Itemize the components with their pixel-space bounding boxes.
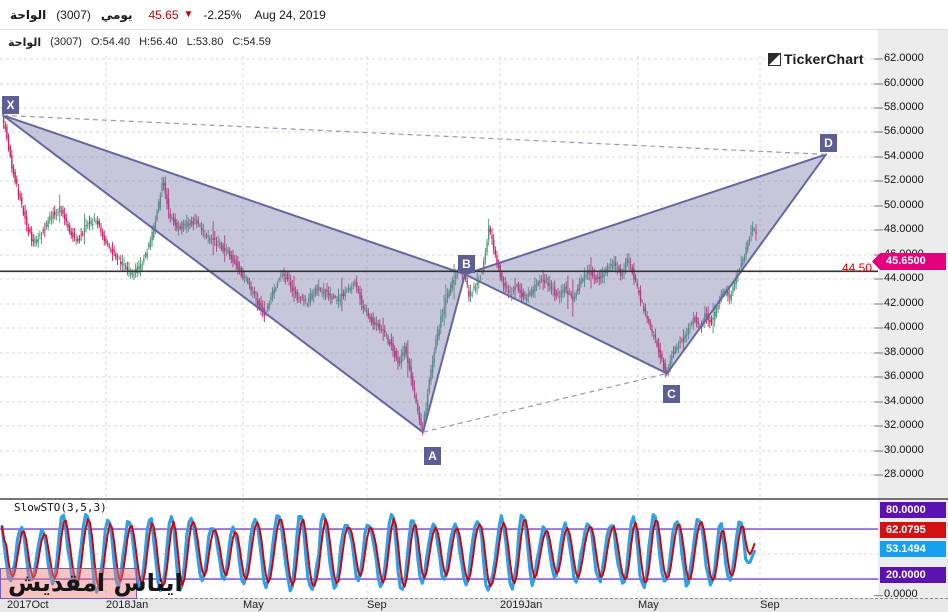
price-axis-label: 32.0000: [884, 419, 924, 431]
price-axis-label: 56.0000: [884, 125, 924, 137]
price-axis-label: 52.0000: [884, 174, 924, 186]
price-axis-label: 38.0000: [884, 346, 924, 358]
logo-text: TickerChart: [784, 51, 864, 67]
pattern-point-X[interactable]: X: [2, 96, 19, 114]
price-axis-label: 36.0000: [884, 370, 924, 382]
pattern-point-A[interactable]: A: [424, 447, 441, 465]
time-axis-label: May: [243, 599, 264, 611]
pattern-point-D[interactable]: D: [820, 134, 837, 152]
ohlc-high: H:56.40: [139, 36, 178, 48]
last-price: 45.65: [148, 7, 179, 22]
price-axis-label: 58.0000: [884, 101, 924, 113]
price-axis-label: 54.0000: [884, 150, 924, 162]
pattern-point-C[interactable]: C: [663, 385, 680, 403]
candlesticks: [2, 108, 757, 436]
harmonic-pattern-drawing[interactable]: [2, 114, 827, 434]
time-axis-label: 2019Jan: [500, 599, 543, 611]
ohlc-close: C:54.59: [232, 36, 271, 48]
stoch-value-box: 62.0795: [880, 522, 946, 538]
price-axis-label: 30.0000: [884, 444, 924, 456]
hline-price-label: 44.50: [842, 261, 873, 275]
price-axis-label: 62.0000: [884, 52, 924, 64]
price-axis-label: 44.0000: [884, 272, 924, 284]
time-axis-label: Sep: [367, 599, 387, 611]
stoch-value-box: 53.1494: [880, 541, 946, 557]
price-axis-label: 42.0000: [884, 297, 924, 309]
stoch-value-box: 20.0000: [880, 567, 946, 583]
stoch-value-box: 80.0000: [880, 502, 946, 518]
time-axis-label: May: [638, 599, 659, 611]
time-axis-label: Sep: [760, 599, 780, 611]
time-axis[interactable]: [0, 598, 948, 612]
down-arrow-icon: ▼: [183, 9, 194, 20]
symbol-name: الواحة: [10, 7, 47, 22]
price-axis-label: 40.0000: [884, 321, 924, 333]
stochastic-indicator-label: SlowSTO(3,5,3): [14, 501, 107, 514]
price-axis-label: 34.0000: [884, 395, 924, 407]
chart-logo-icon: [768, 52, 781, 66]
ohlc-low: L:53.80: [186, 36, 224, 48]
watermark-text: ايناس امقديش: [8, 569, 183, 597]
timeframe-label: يومي: [100, 7, 133, 22]
current-price-tag: 45.6500: [872, 253, 946, 270]
pattern-point-B[interactable]: B: [458, 255, 475, 273]
price-axis-label: 28.0000: [884, 468, 924, 480]
price-axis-label: 48.0000: [884, 223, 924, 235]
change-percent: -2.25%: [203, 7, 242, 22]
ohlc-symbol-name: الواحة: [8, 36, 42, 49]
ohlc-info: الواحة (3007) O:54.40 H:56.40 L:53.80 C:…: [8, 36, 271, 49]
tickerchart-logo: TickerChart: [768, 51, 864, 67]
header-bar: الواحة (3007) يومي 45.65 ▼ -2.25% Aug 24…: [0, 0, 948, 30]
stoch-zero-label: 0.0000: [884, 588, 918, 600]
price-axis-label: 60.0000: [884, 77, 924, 89]
time-axis-label: 2017Oct: [7, 599, 49, 611]
symbol-code: (3007): [56, 7, 91, 22]
date-label: Aug 24, 2019: [254, 7, 326, 22]
gridlines: [0, 56, 948, 598]
ohlc-open: O:54.40: [90, 36, 131, 48]
stochastic-plot: [0, 512, 878, 594]
ohlc-symbol-code: (3007): [50, 36, 82, 48]
price-axis-label: 50.0000: [884, 199, 924, 211]
watermark-highlight-box[interactable]: [0, 568, 137, 599]
time-axis-label: 2018Jan: [106, 599, 149, 611]
